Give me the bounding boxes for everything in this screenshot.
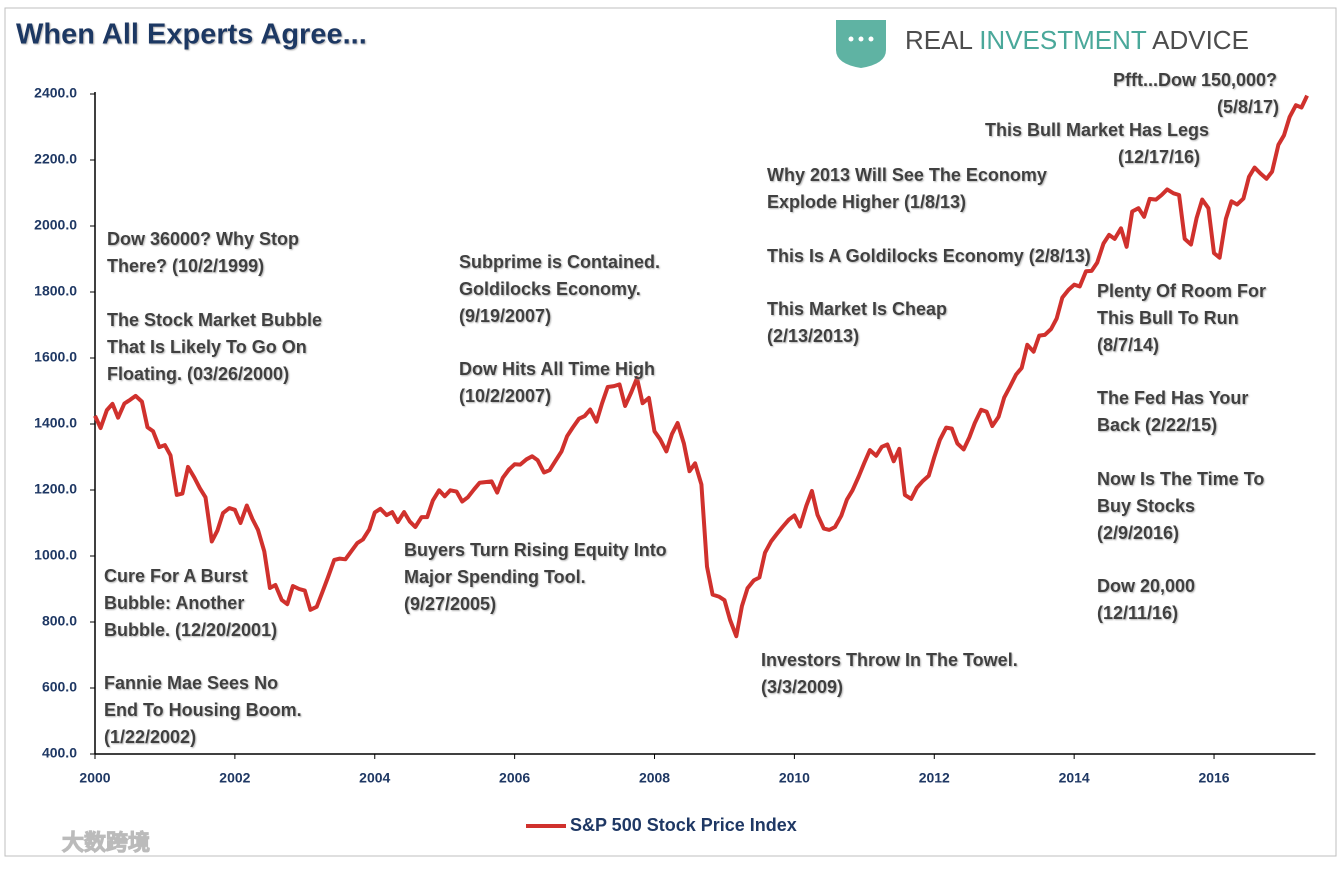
- annotation: Dow 20,000: [1097, 576, 1195, 596]
- annotation: (10/2/2007): [459, 386, 551, 406]
- y-tick-label: 800.0: [42, 613, 77, 629]
- y-tick-label: 2200.0: [34, 151, 77, 167]
- annotation: This Market Is Cheap: [767, 299, 947, 319]
- y-tick-label: 2000.0: [34, 217, 77, 233]
- legend-label: S&P 500 Stock Price Index: [570, 815, 797, 835]
- annotation: Major Spending Tool.: [404, 567, 586, 587]
- chart-title: When All Experts Agree...: [16, 19, 367, 51]
- annotation: The Fed Has Your: [1097, 388, 1248, 408]
- x-tick-label: 2012: [919, 770, 950, 786]
- annotation: (1/22/2002): [104, 727, 196, 747]
- logo: REAL INVESTMENT ADVICE: [836, 20, 1249, 68]
- annotation: (8/7/14): [1097, 335, 1159, 355]
- annotation: (12/11/16): [1097, 603, 1178, 623]
- annotation: Now Is The Time To: [1097, 469, 1264, 489]
- chart-border: [4, 7, 1337, 857]
- annotation: End To Housing Boom.: [104, 700, 302, 720]
- y-tick-label: 1400.0: [34, 415, 77, 431]
- y-tick-label: 1000.0: [34, 547, 77, 563]
- annotation: Explode Higher (1/8/13): [767, 192, 966, 212]
- x-tick-label: 2008: [639, 770, 670, 786]
- annotation: This Bull Market Has Legs: [985, 120, 1209, 140]
- x-tick-label: 2000: [79, 770, 110, 786]
- x-tick-label: 2010: [779, 770, 810, 786]
- annotation: Buyers Turn Rising Equity Into: [404, 540, 667, 560]
- annotation: Goldilocks Economy.: [459, 279, 641, 299]
- annotation: This Is A Goldilocks Economy (2/8/13): [767, 246, 1091, 266]
- annotation: Floating. (03/26/2000): [107, 364, 289, 384]
- annotation: (3/3/2009): [761, 677, 843, 697]
- logo-icon: [836, 20, 886, 68]
- y-tick-label: 1600.0: [34, 349, 77, 365]
- annotation: Bubble: Another: [104, 593, 244, 613]
- annotation: Why 2013 Will See The Economy: [767, 165, 1047, 185]
- logo-text: REAL INVESTMENT ADVICE: [905, 25, 1249, 55]
- annotation: (9/19/2007): [459, 306, 551, 326]
- y-tick-label: 1800.0: [34, 283, 77, 299]
- logo-word: ADVICE: [1152, 25, 1249, 55]
- annotation: (2/9/2016): [1097, 523, 1179, 543]
- x-tick-label: 2004: [359, 770, 390, 786]
- annotation: Plenty Of Room For: [1097, 281, 1266, 301]
- annotation: Fannie Mae Sees No: [104, 673, 278, 693]
- y-tick-label: 600.0: [42, 679, 77, 695]
- logo-word: INVESTMENT: [979, 25, 1147, 55]
- y-tick-label: 400.0: [42, 745, 77, 761]
- logo-word: REAL: [905, 25, 972, 55]
- annotation: (12/17/16): [1118, 147, 1200, 167]
- annotation: (5/8/17): [1217, 97, 1279, 117]
- annotation: That Is Likely To Go On: [107, 337, 307, 357]
- watermark: 大数跨境: [62, 830, 150, 855]
- annotation: Buy Stocks: [1097, 496, 1195, 516]
- annotation: Cure For A Burst: [104, 566, 248, 586]
- annotation: There? (10/2/1999): [107, 256, 264, 276]
- x-tick-label: 2014: [1059, 770, 1090, 786]
- annotation: (2/13/2013): [767, 326, 859, 346]
- annotation: (9/27/2005): [404, 594, 496, 614]
- annotation: Investors Throw In The Towel.: [761, 650, 1018, 670]
- annotation: Back (2/22/15): [1097, 415, 1217, 435]
- y-tick-label: 1200.0: [34, 481, 77, 497]
- annotation: The Stock Market Bubble: [107, 310, 322, 330]
- annotation: Pfft...Dow 150,000?: [1113, 70, 1277, 90]
- annotation: Subprime is Contained.: [459, 252, 660, 272]
- x-tick-label: 2006: [499, 770, 530, 786]
- annotation: This Bull To Run: [1097, 308, 1239, 328]
- series-line: [93, 94, 1309, 639]
- x-tick-label: 2016: [1198, 770, 1229, 786]
- annotation: Bubble. (12/20/2001): [104, 620, 277, 640]
- annotation: Dow Hits All Time High: [459, 359, 655, 379]
- x-tick-label: 2002: [219, 770, 250, 786]
- y-tick-label: 2400.0: [34, 85, 77, 101]
- annotation: Dow 36000? Why Stop: [107, 229, 299, 249]
